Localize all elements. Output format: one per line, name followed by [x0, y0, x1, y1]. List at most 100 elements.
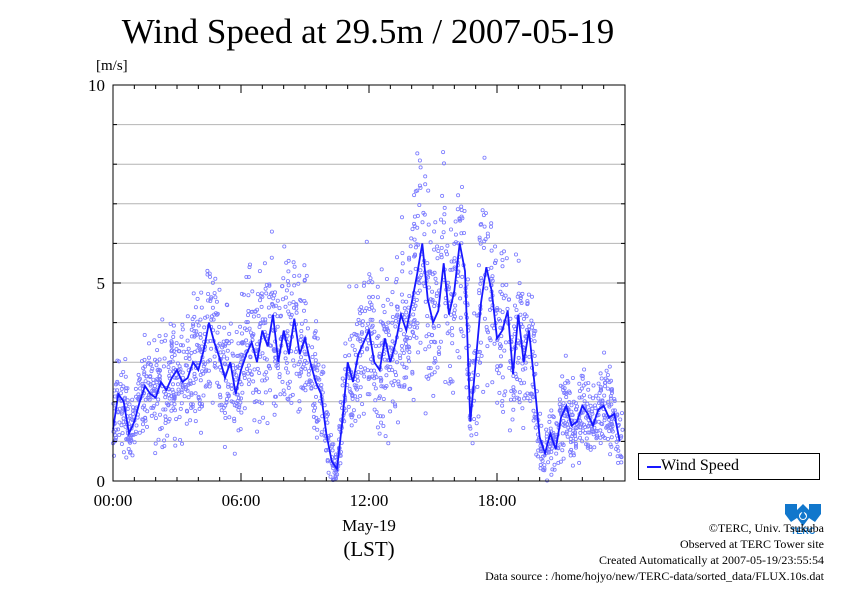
data-point: [289, 291, 294, 296]
data-point: [139, 359, 144, 364]
data-point: [260, 351, 265, 356]
data-point: [215, 380, 220, 385]
data-point: [578, 422, 583, 427]
data-point: [286, 283, 291, 288]
data-point: [412, 325, 417, 330]
data-point: [117, 432, 122, 437]
data-point: [229, 386, 234, 391]
data-point: [564, 429, 569, 434]
data-point: [166, 403, 171, 408]
data-point: [287, 379, 292, 384]
data-point: [563, 421, 568, 426]
data-point: [584, 436, 589, 441]
data-point: [417, 202, 422, 207]
data-point: [490, 278, 495, 283]
data-point: [291, 260, 296, 265]
data-point: [286, 397, 291, 402]
data-point: [142, 403, 147, 408]
data-point: [219, 408, 224, 413]
data-point: [255, 342, 260, 347]
data-point: [165, 433, 170, 438]
data-point: [257, 399, 262, 404]
data-point: [591, 429, 596, 434]
data-point: [233, 377, 238, 382]
data-point: [302, 263, 307, 268]
data-point: [278, 313, 283, 318]
data-point: [544, 434, 549, 439]
data-point: [594, 393, 599, 398]
data-point: [229, 399, 234, 404]
data-point: [223, 415, 228, 420]
data-point: [291, 305, 296, 310]
data-point: [263, 390, 268, 395]
data-point: [557, 402, 562, 407]
data-point: [363, 308, 368, 313]
data-point: [458, 296, 463, 301]
data-point: [273, 394, 278, 399]
data-point: [198, 331, 203, 336]
data-point: [549, 472, 554, 477]
data-point: [533, 425, 538, 430]
data-point: [527, 354, 532, 359]
data-point: [208, 296, 213, 301]
data-point: [303, 318, 308, 323]
data-point: [286, 309, 291, 314]
x-tick-label: 00:00: [94, 491, 133, 510]
data-point: [260, 378, 265, 383]
data-point: [242, 406, 247, 411]
data-point: [381, 323, 386, 328]
data-point: [413, 266, 418, 271]
data-point: [262, 372, 267, 377]
data-point: [137, 430, 142, 435]
data-point: [406, 344, 411, 349]
data-point: [347, 376, 352, 381]
data-point: [602, 393, 607, 398]
created-text: Created Automatically at 2007-05-19/23:5…: [599, 553, 824, 567]
data-point: [450, 267, 455, 272]
data-point: [155, 348, 160, 353]
data-point: [530, 392, 535, 397]
data-point: [174, 391, 179, 396]
data-point: [142, 370, 147, 375]
data-point: [155, 377, 160, 382]
series-line: [112, 243, 621, 472]
data-point: [562, 413, 567, 418]
data-point: [607, 429, 612, 434]
data-point: [356, 337, 361, 342]
data-point: [313, 352, 318, 357]
data-point: [289, 312, 294, 317]
data-point: [373, 344, 378, 349]
data-point: [210, 305, 215, 310]
data-point: [247, 265, 252, 270]
data-point: [477, 360, 482, 365]
data-point: [163, 395, 168, 400]
data-point: [540, 454, 545, 459]
data-point: [354, 387, 359, 392]
data-point: [404, 299, 409, 304]
data-point: [386, 441, 391, 446]
data-point: [599, 376, 604, 381]
data-point: [560, 374, 565, 379]
data-point: [229, 339, 234, 344]
data-point: [484, 325, 489, 330]
data-point: [124, 455, 129, 460]
data-point: [402, 337, 407, 342]
data-point: [433, 276, 438, 281]
data-point: [333, 474, 338, 479]
data-point: [422, 232, 427, 237]
data-point: [400, 269, 405, 274]
data-point: [128, 449, 133, 454]
data-point: [607, 404, 612, 409]
data-point: [550, 467, 555, 472]
data-point: [358, 393, 363, 398]
data-point: [205, 298, 210, 303]
data-point: [356, 414, 361, 419]
data-point: [375, 425, 380, 430]
data-point: [436, 248, 441, 253]
data-point: [579, 395, 584, 400]
data-point: [226, 393, 231, 398]
data-point: [228, 321, 233, 326]
data-point: [566, 425, 571, 430]
data-point: [215, 311, 220, 316]
data-point: [508, 397, 513, 402]
